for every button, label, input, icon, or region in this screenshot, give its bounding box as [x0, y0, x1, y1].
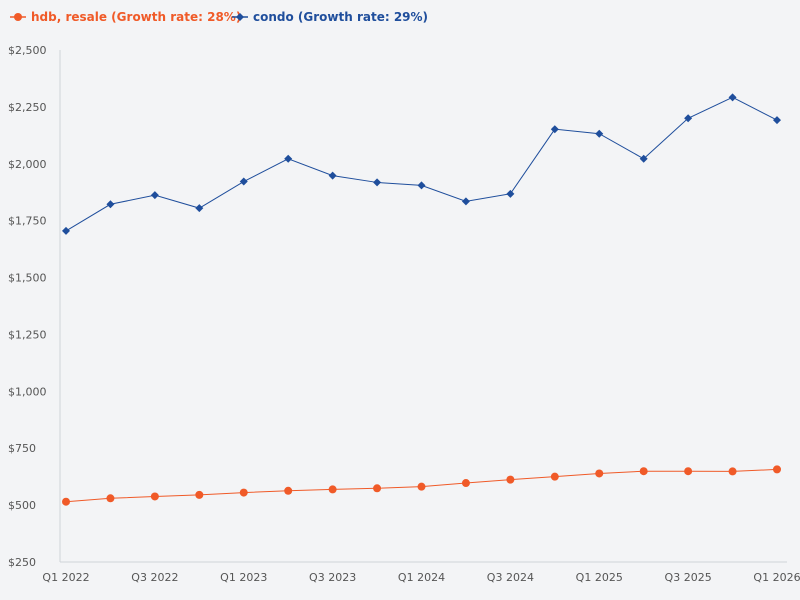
data-point: [284, 486, 293, 495]
x-tick-label: Q1 2025: [576, 571, 623, 584]
legend: hdb, resale (Growth rate: 28%) condo (Gro…: [10, 10, 428, 24]
y-tick-label: $2,250: [8, 101, 47, 114]
data-point: [417, 482, 426, 491]
y-tick-label: $1,500: [8, 272, 47, 285]
data-point: [773, 465, 781, 474]
x-tick-label: Q1 2023: [220, 571, 267, 584]
data-point: [106, 494, 115, 503]
data-point: [461, 479, 470, 488]
series-line: [65, 96, 778, 232]
data-point: [239, 488, 248, 497]
y-tick-label: $2,000: [8, 158, 47, 171]
data-point: [328, 171, 337, 180]
series-1: [62, 93, 781, 235]
y-tick-label: $1,750: [8, 215, 47, 228]
data-point: [550, 472, 559, 481]
data-point: [284, 154, 293, 163]
data-point: [195, 204, 204, 213]
data-point: [728, 93, 737, 102]
legend-marker: [14, 13, 22, 21]
series-0: [62, 465, 781, 506]
x-tick-label: Q3 2024: [487, 571, 534, 584]
data-point: [150, 492, 159, 501]
data-point: [684, 114, 693, 123]
legend-marker: [236, 13, 244, 21]
data-point: [328, 485, 337, 494]
data-point: [373, 178, 382, 187]
legend-entry: condo (Growth rate: 29%): [253, 10, 428, 24]
data-point: [506, 189, 515, 198]
axes: $250 $500 $750 $1,000 $1,250 $1,500 $1,750 $2,0…: [8, 44, 800, 584]
x-tick-label: Q3 2025: [665, 571, 712, 584]
series-layer: [62, 93, 781, 506]
data-point: [417, 181, 426, 190]
data-point: [62, 497, 70, 506]
data-point: [550, 125, 559, 134]
data-point: [373, 484, 382, 493]
data-point: [150, 191, 159, 200]
x-tick-label: Q1 2026: [753, 571, 800, 584]
data-point: [106, 200, 115, 209]
data-point: [639, 154, 648, 163]
data-point: [195, 490, 204, 499]
y-tick-label: $1,000: [8, 385, 47, 398]
x-tick-label: Q1 2024: [398, 571, 445, 584]
data-point: [595, 469, 604, 478]
data-point: [239, 177, 248, 186]
y-tick-label: $500: [8, 499, 36, 512]
x-tick-label: Q3 2022: [131, 571, 178, 584]
data-point: [773, 116, 781, 125]
y-tick-label: $750: [8, 442, 36, 455]
data-point: [595, 129, 604, 138]
y-tick-label: $2,500: [8, 44, 47, 57]
data-point: [506, 475, 515, 484]
data-point: [639, 467, 648, 476]
y-tick-label: $250: [8, 556, 36, 569]
data-point: [461, 197, 470, 206]
x-tick-label: Q1 2022: [42, 571, 89, 584]
y-tick-label: $1,250: [8, 328, 47, 341]
x-tick-label: Q3 2023: [309, 571, 356, 584]
legend-entry: hdb, resale (Growth rate: 28%): [31, 10, 241, 24]
data-point: [62, 226, 70, 235]
data-point: [728, 467, 737, 476]
data-point: [684, 467, 693, 476]
